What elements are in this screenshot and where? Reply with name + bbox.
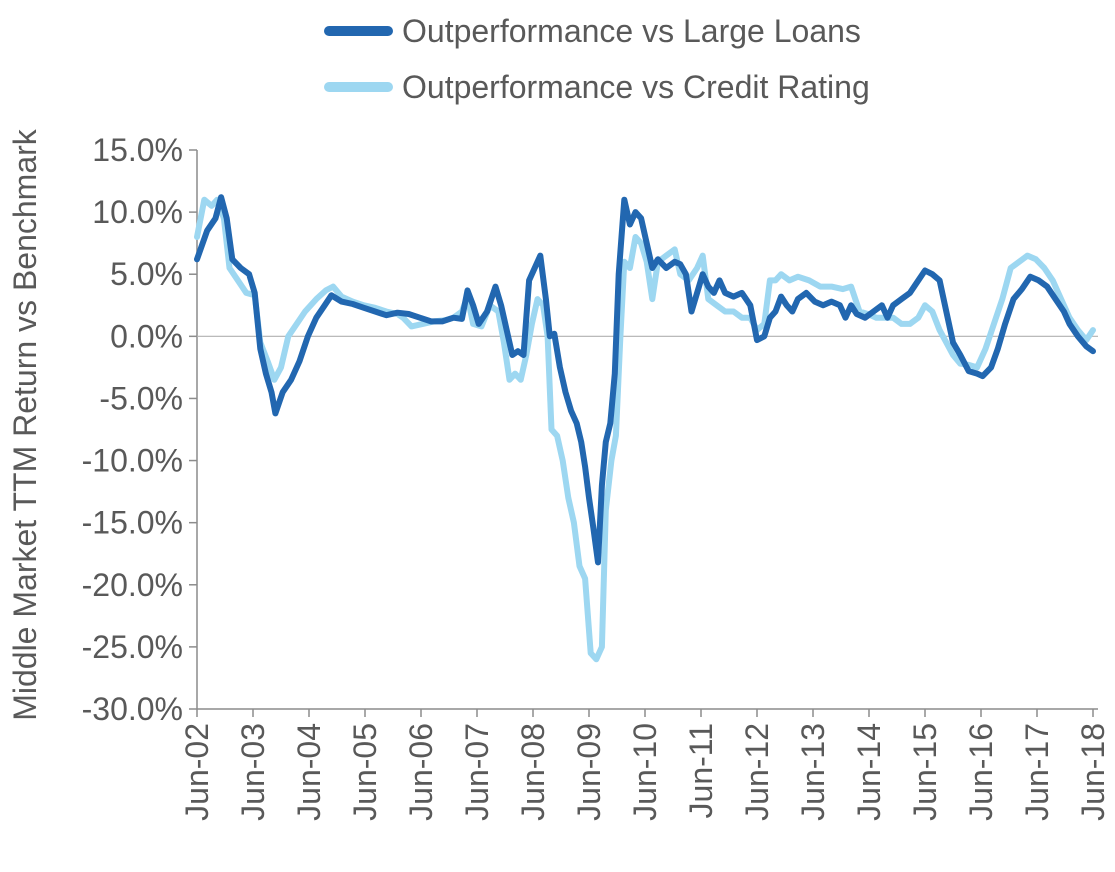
x-tick-label: Jun-15 (907, 723, 943, 821)
x-tick-label: Jun-04 (291, 723, 327, 821)
y-tick-label: -20.0% (82, 567, 183, 603)
x-tick-label: Jun-13 (795, 723, 831, 821)
legend: Outperformance vs Large Loans Outperform… (324, 13, 870, 105)
x-tick-label: Jun-14 (851, 723, 887, 821)
x-tick-label: Jun-18 (1075, 723, 1111, 821)
x-tick-label: Jun-09 (571, 723, 607, 821)
x-tick-label: Jun-17 (1019, 723, 1055, 821)
y-tick-label: 0.0% (110, 318, 183, 354)
x-tick-label: Jun-05 (347, 723, 383, 821)
x-tick-label: Jun-10 (627, 723, 663, 821)
y-axis: 15.0% 10.0% 5.0% 0.0% -5.0% -10.0% -15.0% -20.0… (82, 132, 198, 727)
y-tick-label: -25.0% (82, 629, 183, 665)
y-tick-label: 10.0% (92, 194, 183, 230)
y-axis-title: Middle Market TTM Return vs Benchmark (7, 128, 43, 721)
x-tick-label: Jun-02 (179, 723, 215, 821)
series-layer (194, 194, 1096, 663)
y-tick-label: -30.0% (82, 691, 183, 727)
x-tick-label: Jun-12 (739, 723, 775, 821)
y-tick-label: -15.0% (82, 505, 183, 541)
legend-label-large-loans: Outperformance vs Large Loans (402, 13, 861, 49)
y-tick-label: -5.0% (99, 380, 183, 416)
x-tick-label: Jun-08 (515, 723, 551, 821)
x-tick-label: Jun-11 (683, 723, 719, 818)
y-tick-label: 5.0% (110, 256, 183, 292)
x-tick-label: Jun-06 (403, 723, 439, 821)
x-tick-label: Jun-16 (963, 723, 999, 821)
series-line-credit-rating (194, 196, 1096, 663)
y-tick-label: -10.0% (82, 443, 183, 479)
y-tick-label: 15.0% (92, 132, 183, 168)
x-tick-label: Jun-03 (235, 723, 271, 821)
x-tick-label: Jun-07 (459, 723, 495, 821)
series-line-large-loans (194, 194, 1096, 566)
x-axis: Jun-02 Jun-03 Jun-04 Jun-05 Jun-06 Jun-07 Jun-… (179, 335, 1111, 821)
legend-label-credit-rating: Outperformance vs Credit Rating (402, 69, 870, 105)
